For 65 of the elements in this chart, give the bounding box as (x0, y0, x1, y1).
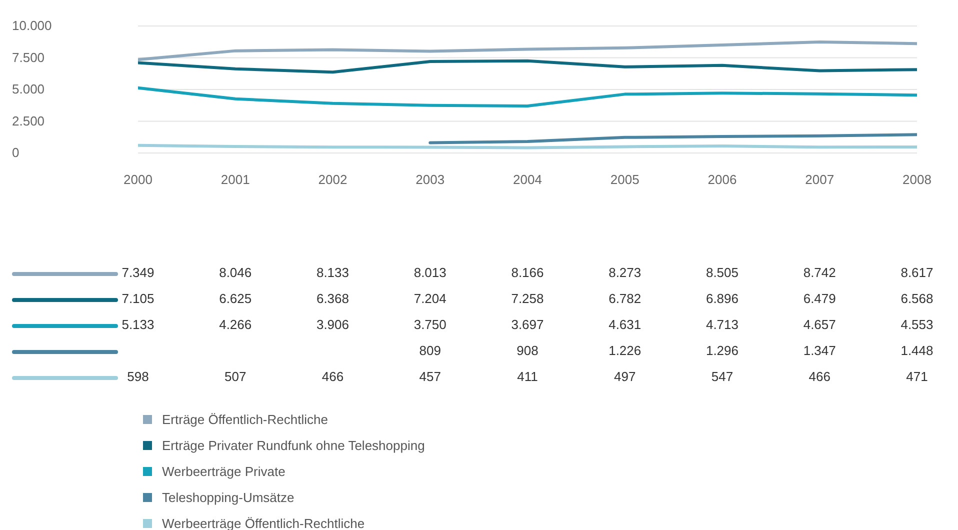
legend-label: Werbeerträge Private (162, 464, 286, 478)
data-label: 4.657 (802, 317, 837, 332)
data-label: 5.133 (120, 317, 156, 332)
data-label: 466 (320, 369, 345, 384)
x-tick-label: 2000 (124, 172, 152, 188)
data-label: 497 (613, 369, 637, 384)
x-tick-label: 2005 (610, 172, 640, 188)
data-label: 4.713 (704, 317, 740, 332)
legend-label: Werbeerträge Öffentlich-Rechtliche (162, 516, 365, 530)
data-label: 6.568 (900, 291, 934, 306)
x-tick-label: 2007 (805, 172, 834, 188)
data-label: 4.631 (608, 317, 642, 332)
data-label: 3.697 (510, 317, 545, 332)
data-label: 4.266 (218, 317, 253, 332)
data-label: 6.368 (315, 291, 350, 306)
data-label: 6.896 (704, 291, 740, 306)
data-label: 6.479 (802, 291, 837, 306)
data-label: 7.258 (510, 291, 545, 306)
legend-label: Erträge Öffentlich-Rechtliche (162, 412, 328, 426)
data-label: 8.013 (412, 265, 448, 280)
data-label: 6.625 (218, 291, 253, 306)
data-label: 1.296 (704, 343, 740, 358)
y-tick-label: 7.500 (12, 50, 45, 65)
data-label: 466 (808, 369, 832, 384)
data-label: 507 (224, 369, 248, 384)
data-label: 457 (418, 369, 442, 384)
data-label: 8.166 (510, 265, 545, 280)
y-tick-label: 5.000 (12, 82, 45, 96)
x-tick-label: 2008 (902, 172, 932, 188)
data-label: 8.617 (900, 265, 934, 280)
data-label: 809 (418, 343, 442, 358)
data-label: 598 (126, 369, 150, 384)
line-series (138, 40, 917, 62)
x-tick-label: 2004 (513, 172, 542, 188)
data-label: 7.204 (412, 291, 448, 306)
data-label: 471 (905, 369, 929, 384)
line-series (138, 59, 917, 74)
line-series (428, 133, 917, 144)
data-label: 3.750 (412, 317, 448, 332)
data-label: 4.553 (900, 317, 934, 332)
data-label: 908 (516, 343, 540, 358)
data-label: 8.505 (704, 265, 740, 280)
data-label: 7.105 (120, 291, 156, 306)
legend-label: Erträge Privater Rundfunk ohne Teleshopping (162, 438, 425, 452)
data-label: 8.133 (315, 265, 350, 280)
x-tick-label: 2003 (416, 172, 445, 188)
data-label: 7.349 (120, 265, 156, 280)
line-series (138, 86, 917, 108)
legend-label: Teleshopping-Umsätze (162, 490, 294, 504)
y-tick-label: 10.000 (12, 18, 52, 33)
data-label: 6.782 (608, 291, 642, 306)
data-label: 8.273 (608, 265, 642, 280)
data-label: 1.226 (608, 343, 642, 358)
data-label: 547 (710, 369, 734, 384)
y-tick-label: 2.500 (12, 113, 45, 128)
data-label: 8.742 (802, 265, 837, 280)
data-label: 1.347 (802, 343, 837, 358)
x-tick-label: 2001 (220, 172, 250, 188)
data-label: 1.448 (900, 343, 934, 358)
y-tick-label: 0 (12, 145, 20, 160)
data-label: 411 (516, 369, 539, 384)
x-tick-label: 2002 (318, 172, 348, 188)
data-label: 3.906 (315, 317, 350, 332)
x-tick-label: 2006 (708, 172, 737, 188)
data-label: 8.046 (218, 265, 253, 280)
